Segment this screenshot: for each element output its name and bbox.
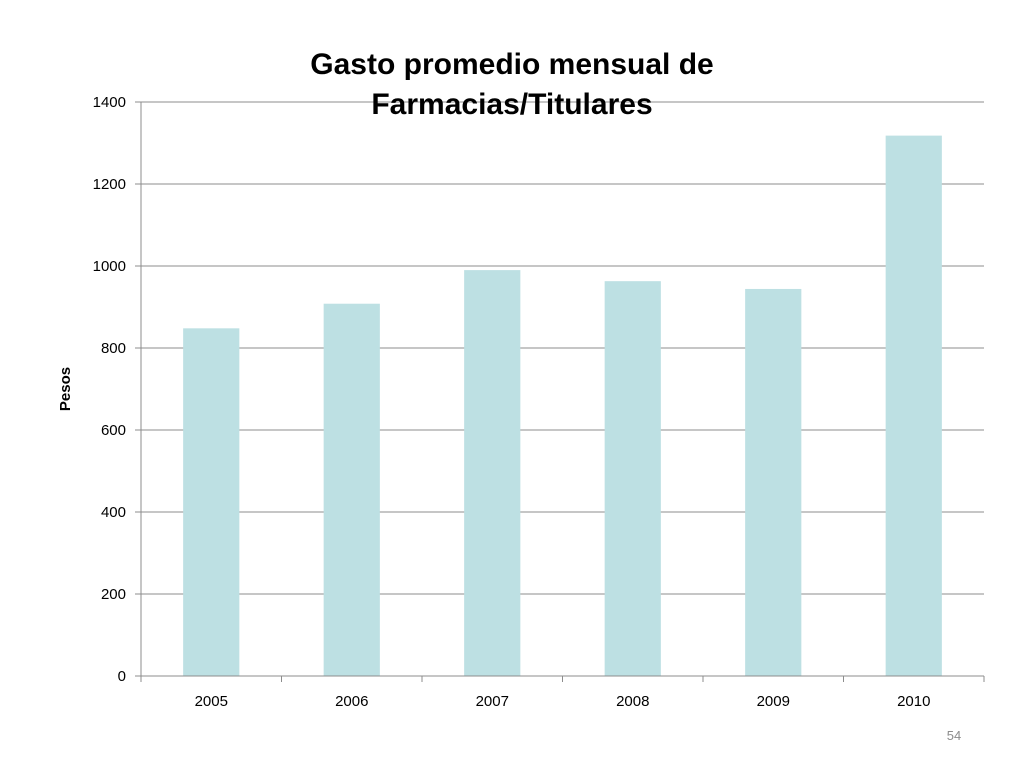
x-tick-labels: 2005 2006 2007 2008 2009 2010 (195, 693, 931, 710)
y-tick-label: 200 (101, 586, 126, 603)
bar-2005 (183, 328, 240, 676)
x-tick-label: 2009 (757, 693, 790, 710)
gridlines (141, 101, 984, 595)
x-tick-label: 2010 (897, 693, 930, 710)
bar-2010 (885, 135, 942, 676)
bar-2008 (604, 281, 661, 676)
y-tick-label: 600 (101, 422, 126, 439)
x-tick-label: 2008 (616, 693, 649, 710)
bar-2009 (745, 288, 802, 676)
bars (183, 135, 942, 676)
y-tick-label: 400 (101, 504, 126, 521)
chart-title-line-2: Farmacias/Titulares (371, 88, 652, 121)
y-tick-labels: 0 200 400 600 800 1000 1200 1400 (93, 94, 126, 685)
bar-2006 (323, 303, 380, 676)
chart-title-line-1: Gasto promedio mensual de (310, 48, 713, 81)
x-tick-label: 2006 (335, 693, 368, 710)
y-tick-label: 1200 (93, 176, 126, 193)
y-tick-label: 1400 (93, 94, 126, 111)
y-tick-label: 0 (118, 668, 126, 685)
x-tick-label: 2005 (195, 693, 228, 710)
axes (135, 101, 985, 682)
x-tick-label: 2007 (476, 693, 509, 710)
y-tick-label: 800 (101, 340, 126, 357)
page-number: 54 (947, 728, 961, 743)
bar-2007 (464, 270, 521, 676)
y-tick-label: 1000 (93, 258, 126, 275)
y-axis-title: Pesos (57, 367, 74, 411)
